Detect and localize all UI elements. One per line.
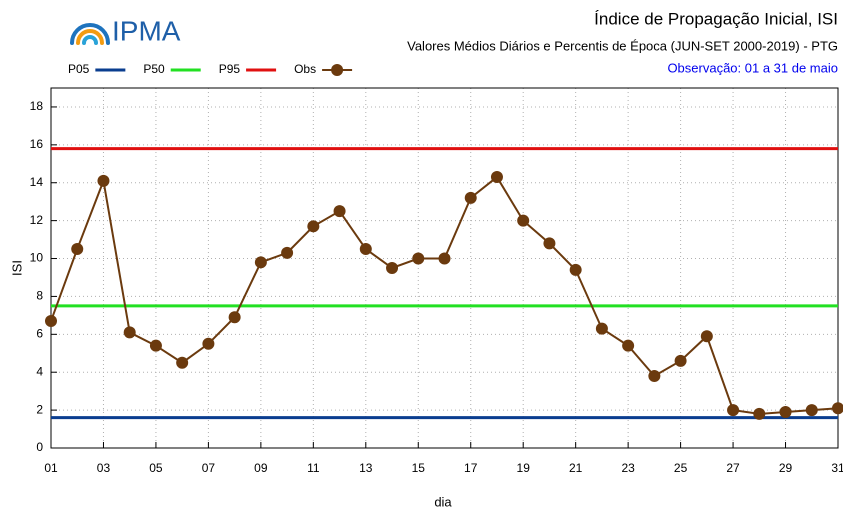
x-tick-label: 29 [779,461,793,475]
x-tick-label: 07 [202,461,216,475]
x-tick-label: 21 [569,461,583,475]
y-tick-label: 10 [30,251,44,265]
y-tick-label: 8 [36,289,43,303]
data-point [281,246,294,259]
note: Observação: 01 a 31 de maio [667,60,838,75]
x-tick-label: 09 [254,461,268,475]
legend-label: P50 [143,62,165,76]
data-point [254,256,267,269]
data-point [543,237,556,250]
data-point [779,406,792,418]
data-point [595,322,608,335]
logo-text: IPMA [112,15,181,46]
x-tick-label: 19 [517,461,531,475]
data-point [45,315,57,328]
data-point [464,191,477,204]
data-point [648,370,661,382]
x-axis-label: dia [434,494,452,509]
x-tick-label: 11 [307,461,320,475]
y-tick-label: 2 [36,402,43,416]
data-point [359,243,372,256]
data-point [805,404,818,417]
plot-frame [50,87,839,449]
data-point [727,404,740,417]
legend-label: P95 [219,62,241,76]
data-point [228,311,241,324]
x-tick-label: 13 [359,461,373,475]
legend-marker [331,64,344,76]
data-point [700,330,713,343]
data-point [832,402,843,415]
x-tick-label: 05 [149,461,163,475]
chart-title: Índice de Propagação Inicial, ISI [594,9,838,28]
data-point [517,214,530,227]
logo-icon [70,23,110,45]
data-point [412,252,425,265]
y-tick-label: 0 [36,440,43,454]
x-tick-label: 25 [674,461,688,475]
x-tick-label: 03 [97,461,111,475]
x-tick-label: 17 [464,461,478,475]
chart-subtitle: Valores Médios Diários e Percentis de Ép… [407,38,838,53]
data-point [569,263,582,276]
y-tick-label: 16 [30,137,44,151]
data-point [307,220,320,233]
x-tick-label: 31 [831,461,843,475]
y-tick-label: 6 [36,326,43,340]
data-point [622,339,635,352]
data-point [674,354,687,367]
data-point [71,243,84,256]
y-tick-label: 12 [30,213,44,227]
data-point [123,326,136,339]
x-tick-label: 15 [412,461,426,475]
data-point [438,252,451,265]
data-point [202,337,215,350]
data-point [386,262,399,274]
y-tick-label: 4 [36,364,43,378]
series-line [50,175,839,415]
y-axis-label: ISI [9,260,24,276]
x-tick-label: 27 [726,461,740,475]
y-tick-label: 18 [30,99,44,113]
data-point [97,174,110,187]
data-point [333,205,346,218]
x-tick-label: 01 [44,461,58,475]
data-point [753,407,766,420]
data-point [490,171,503,184]
x-tick-label: 23 [621,461,635,475]
data-point [149,339,162,352]
y-tick-label: 14 [30,175,44,189]
data-point [176,356,189,369]
legend-label: Obs [294,62,316,76]
legend-label: P05 [68,62,90,76]
